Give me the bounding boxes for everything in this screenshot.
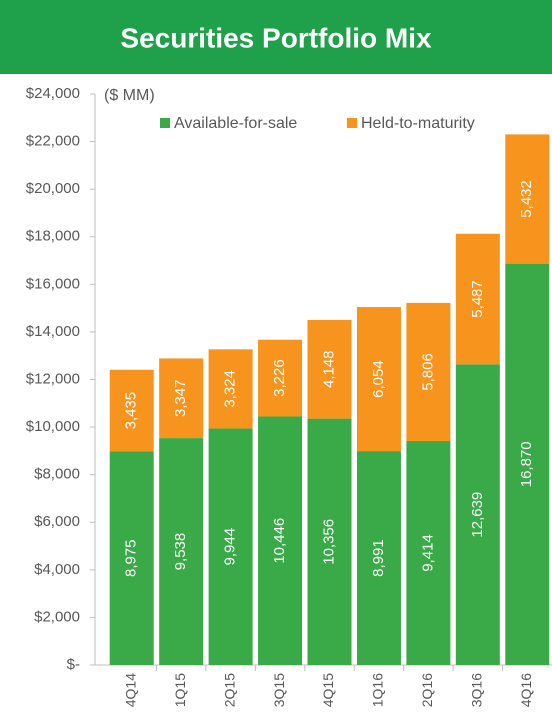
y-tick-label: $14,000 [26,323,80,340]
y-tick-label: $- [67,656,80,673]
chart-title: Securities Portfolio Mix [120,22,432,53]
data-label: 16,870 [518,441,535,487]
y-tick-label: $12,000 [26,370,80,387]
bar-segment [109,451,154,665]
data-label: 9,414 [419,534,436,572]
x-tick-label: 4Q16 [518,673,534,707]
data-label: 3,347 [172,379,189,417]
data-label: 3,226 [271,359,288,397]
legend-swatch [160,118,170,128]
y-tick-label: $8,000 [34,466,80,483]
data-label: 5,806 [419,353,436,391]
y-tick-label: $6,000 [34,513,80,530]
data-label: 3,435 [123,392,140,430]
bar-segment [356,451,401,665]
bar-segment [258,416,303,665]
x-tick-label: 3Q15 [271,673,287,707]
bar-segment [159,358,204,439]
bar-segment [258,339,303,417]
y-tick-label: $16,000 [26,275,80,292]
legend-label: Held-to-maturity [361,115,475,132]
data-label: 8,991 [370,539,387,577]
x-tick-label: 2Q15 [221,673,237,707]
bar-segment [505,263,550,665]
data-label: 5,487 [469,280,486,318]
x-tick-label: 1Q16 [370,673,386,707]
data-label: 4,148 [320,350,337,388]
bar-segment [505,134,550,264]
bar-segment [356,307,401,452]
y-tick-label: $24,000 [26,85,80,102]
bar-segment [159,438,204,665]
x-tick-label: 1Q15 [172,673,188,707]
legend-label: Available-for-sale [174,115,297,132]
data-label: 9,538 [172,533,189,571]
data-label: 6,054 [370,360,387,398]
data-label: 10,356 [320,519,337,565]
y-tick-label: $10,000 [26,418,80,435]
data-label: 3,324 [222,370,239,408]
data-label: 5,432 [518,180,535,218]
bar-segment [307,319,352,419]
legend-swatch [347,118,357,128]
header-bar [0,0,552,74]
data-label: 8,975 [123,539,140,577]
bar-segment [307,418,352,665]
bar-segment [455,364,500,665]
bar-segment [455,233,500,365]
unit-label: ($ MM) [104,87,155,104]
bar-segment [109,369,154,452]
y-tick-label: $22,000 [26,133,80,150]
y-tick-label: $20,000 [26,180,80,197]
bar-segment [208,428,253,665]
y-tick-label: $18,000 [26,228,80,245]
y-tick-label: $4,000 [34,561,80,578]
bar-segment [406,302,451,442]
x-tick-label: 4Q14 [122,673,138,707]
x-tick-label: 4Q15 [320,673,336,707]
data-label: 10,446 [271,518,288,564]
data-label: 12,639 [469,492,486,538]
data-label: 9,944 [222,528,239,566]
x-tick-label: 3Q16 [469,673,485,707]
bar-segment [208,349,253,429]
bar-segment [406,441,451,665]
y-tick-label: $2,000 [34,608,80,625]
x-tick-label: 2Q16 [419,673,435,707]
